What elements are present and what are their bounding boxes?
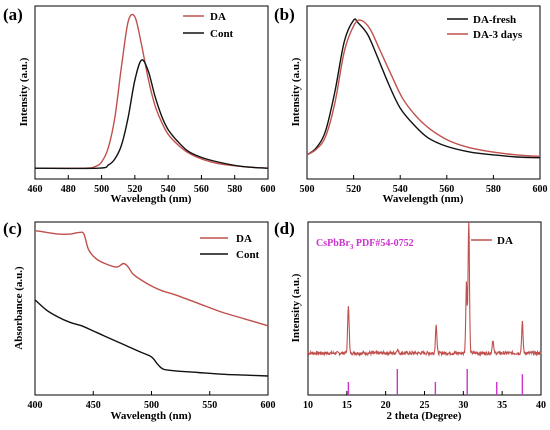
panel-d-xtick-label-3: 25 <box>420 400 430 411</box>
panel-b-legend-label-1: DA-fresh <box>473 14 516 26</box>
panel-c-ylabel: Absorbance (a.u.) <box>13 266 25 350</box>
panel-d-series-da <box>307 221 542 357</box>
panel-b-xtick-label-5: 600 <box>533 184 548 195</box>
panel-c-series-cont <box>34 299 269 377</box>
panel-b-series-da-3-days <box>306 19 541 157</box>
panel-a-xtick-label-5: 560 <box>194 184 209 195</box>
panel-a-frame <box>34 5 269 180</box>
panel-b-ticks: 500 520 540 560 580 600 <box>300 175 548 195</box>
panel-c-legend-label-2: Cont <box>236 249 260 261</box>
panel-b: 500 520 540 560 580 600 Wavelength (nm) Inten… <box>290 5 548 205</box>
panel-c-xlabel: Wavelength (nm) <box>111 410 192 422</box>
panel-b-xlabel: Wavelength (nm) <box>383 193 464 205</box>
panel-c-legend-label-1: DA <box>236 233 252 245</box>
panel-b-xtick-label-1: 520 <box>346 184 361 195</box>
panel-b-xtick-label-2: 540 <box>393 184 408 195</box>
panel-d-xtick-label-1: 15 <box>342 400 352 411</box>
panel-c-series-da <box>34 230 269 327</box>
panel-b-frame <box>306 5 541 180</box>
panel-d-legend-label-1: DA <box>497 235 513 247</box>
panel-a-xtick-label-1: 480 <box>61 184 76 195</box>
panel-label-d: (d) <box>274 219 295 238</box>
panel-d-plot <box>307 221 542 395</box>
panel-c-xtick-label-0: 400 <box>28 400 43 411</box>
panel-b-legend-label-2: DA-3 days <box>473 29 523 41</box>
panel-c-xtick-label-1: 450 <box>86 400 101 411</box>
panel-d-xtick-label-2: 20 <box>381 400 391 411</box>
panel-a-legend-label-2: Cont <box>210 28 234 40</box>
panel-b-plot <box>306 18 541 159</box>
panel-c-frame <box>34 221 269 396</box>
panel-a-xtick-label-0: 460 <box>28 184 43 195</box>
panel-label-c: (c) <box>3 219 22 238</box>
panel-a-series-cont <box>34 59 269 170</box>
panel-a-xtick-label-4: 540 <box>161 184 176 195</box>
panel-a-plot <box>34 13 269 170</box>
panel-d-xtick-label-0: 10 <box>303 400 313 411</box>
panel-a-xtick-label-3: 520 <box>127 184 142 195</box>
panel-d-ticks: 10 15 20 25 30 35 40 <box>303 391 546 411</box>
panel-a-ylabel: Intensity (a.u.) <box>18 57 30 126</box>
panel-d-xtick-label-4: 30 <box>458 400 468 411</box>
panel-c-ticks: 400 450 500 550 600 <box>28 391 276 411</box>
panel-c-plot <box>34 230 269 377</box>
panel-c-xtick-label-4: 600 <box>261 400 276 411</box>
panel-a-xtick-label-2: 500 <box>94 184 109 195</box>
panel-d-xlabel: 2 theta (Degree) <box>387 410 462 422</box>
panel-b-xtick-label-0: 500 <box>300 184 315 195</box>
panel-a-legend-label-1: DA <box>210 11 226 23</box>
panel-b-xtick-label-4: 580 <box>486 184 501 195</box>
panel-a: 460 480 500 520 540 560 580 600 Wavelength (nm)… <box>18 5 276 205</box>
panel-d-ylabel: Intensity (a.u.) <box>290 273 302 342</box>
panel-c-xtick-label-2: 500 <box>144 400 159 411</box>
panel-d-xtick-label-5: 35 <box>497 400 507 411</box>
panel-label-b: (b) <box>274 5 295 24</box>
panel-b-xtick-label-3: 560 <box>439 184 454 195</box>
panel-d: 10 15 20 25 30 35 40 2 theta (Degree) Intensit… <box>290 221 546 422</box>
panel-b-series-da-fresh <box>306 18 541 159</box>
panel-c: 400 450 500 550 600 Wavelength (nm) Absorban… <box>13 221 276 422</box>
panel-b-ylabel: Intensity (a.u.) <box>290 57 302 126</box>
panel-a-xlabel: Wavelength (nm) <box>111 193 192 205</box>
panel-d-reference-label: CsPbBr3 PDF#54-0752 <box>316 238 414 251</box>
panel-a-xtick-label-6: 580 <box>227 184 242 195</box>
panel-label-a: (a) <box>3 5 23 24</box>
panel-a-ticks: 460 480 500 520 540 560 580 600 <box>28 175 276 195</box>
panel-c-xtick-label-3: 550 <box>202 400 217 411</box>
panel-a-xtick-label-7: 600 <box>261 184 276 195</box>
panel-d-xtick-label-6: 40 <box>536 400 546 411</box>
